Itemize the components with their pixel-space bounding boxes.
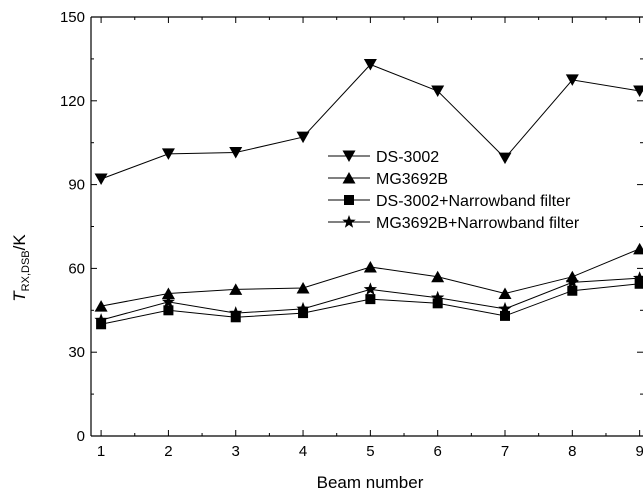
- data-point: [365, 294, 376, 305]
- x-tick-label: 1: [97, 443, 105, 460]
- series-line: [100, 63, 640, 180]
- y-axis-label-unit: /K: [10, 234, 29, 251]
- y-tick-label: 0: [77, 428, 85, 445]
- legend-item: DS-3002: [328, 149, 439, 166]
- data-point: [565, 275, 579, 288]
- legend-item: MG3692B: [328, 171, 448, 188]
- x-tick-label: 4: [299, 443, 307, 460]
- data-point: [633, 242, 643, 255]
- data-point: [363, 261, 377, 273]
- series-layer: [94, 58, 643, 330]
- data-point: [567, 285, 578, 296]
- data-point: [230, 312, 241, 323]
- y-tick-label: 90: [68, 177, 85, 194]
- data-point: [96, 319, 107, 330]
- legend-label: MG3692B+Narrowband filter: [376, 215, 580, 232]
- data-point: [431, 270, 445, 283]
- x-tick-label: 9: [635, 443, 643, 460]
- data-point: [161, 287, 175, 300]
- y-axis-label: TRX,DSB/K: [10, 234, 32, 302]
- series-triangle-up: [94, 242, 643, 312]
- x-tick-label: 8: [568, 443, 576, 460]
- x-tick-label: 5: [366, 443, 374, 460]
- data-point: [432, 298, 443, 309]
- data-point: [363, 58, 377, 71]
- data-point: [298, 308, 309, 319]
- legend-label: DS-3002: [376, 149, 439, 166]
- legend-item: MG3692B+Narrowband filter: [328, 215, 580, 232]
- series-star: [94, 271, 643, 326]
- data-point: [296, 281, 310, 294]
- x-tick-label: 3: [232, 443, 240, 460]
- x-tick-label: 6: [434, 443, 442, 460]
- data-point: [163, 305, 174, 316]
- legend-label: MG3692B: [376, 171, 448, 188]
- data-point: [431, 290, 445, 304]
- legend: DS-3002 MG3692B DS-3002+Narrowband filter M…: [328, 149, 580, 232]
- data-point: [633, 85, 643, 98]
- data-point: [498, 287, 512, 300]
- series-square: [96, 278, 643, 330]
- data-point: [498, 152, 512, 165]
- data-point: [498, 301, 512, 315]
- x-axis-label: Beam number: [317, 473, 424, 492]
- data-point: [634, 278, 643, 289]
- series-triangle-down: [94, 58, 643, 186]
- data-point: [363, 282, 377, 295]
- y-tick-label: 150: [60, 9, 85, 26]
- x-axis-ticks: 1 2 3 4 5 6 7 8 9: [97, 17, 643, 460]
- x-tick-label: 7: [501, 443, 509, 460]
- legend-label: DS-3002+Narrowband filter: [376, 193, 571, 210]
- y-axis-label-sub: RX,DSB: [20, 250, 32, 291]
- data-point: [229, 306, 243, 319]
- data-point: [500, 310, 510, 321]
- legend-marker: [342, 172, 356, 184]
- data-point: [565, 74, 579, 86]
- y-axis-ticks: 0 30 60 90 120 150: [60, 9, 643, 445]
- data-point: [229, 146, 243, 159]
- y-axis-label-main: T: [10, 290, 29, 302]
- data-point: [296, 301, 310, 315]
- y-tick-label: 60: [68, 260, 85, 277]
- data-point: [296, 131, 310, 144]
- data-point: [229, 283, 243, 295]
- data-point: [94, 313, 108, 326]
- data-point: [633, 271, 643, 284]
- data-point: [431, 85, 445, 98]
- x-tick-label: 2: [164, 443, 172, 460]
- data-point: [94, 173, 108, 186]
- legend-marker: [344, 195, 354, 205]
- y-tick-label: 120: [60, 93, 85, 110]
- y-tick-label: 30: [68, 344, 85, 361]
- legend-item: DS-3002+Narrowband filter: [328, 193, 571, 210]
- legend-marker: [342, 215, 356, 228]
- data-point: [94, 300, 108, 312]
- data-point: [161, 148, 175, 160]
- legend-marker: [342, 150, 356, 162]
- data-point: [161, 294, 176, 308]
